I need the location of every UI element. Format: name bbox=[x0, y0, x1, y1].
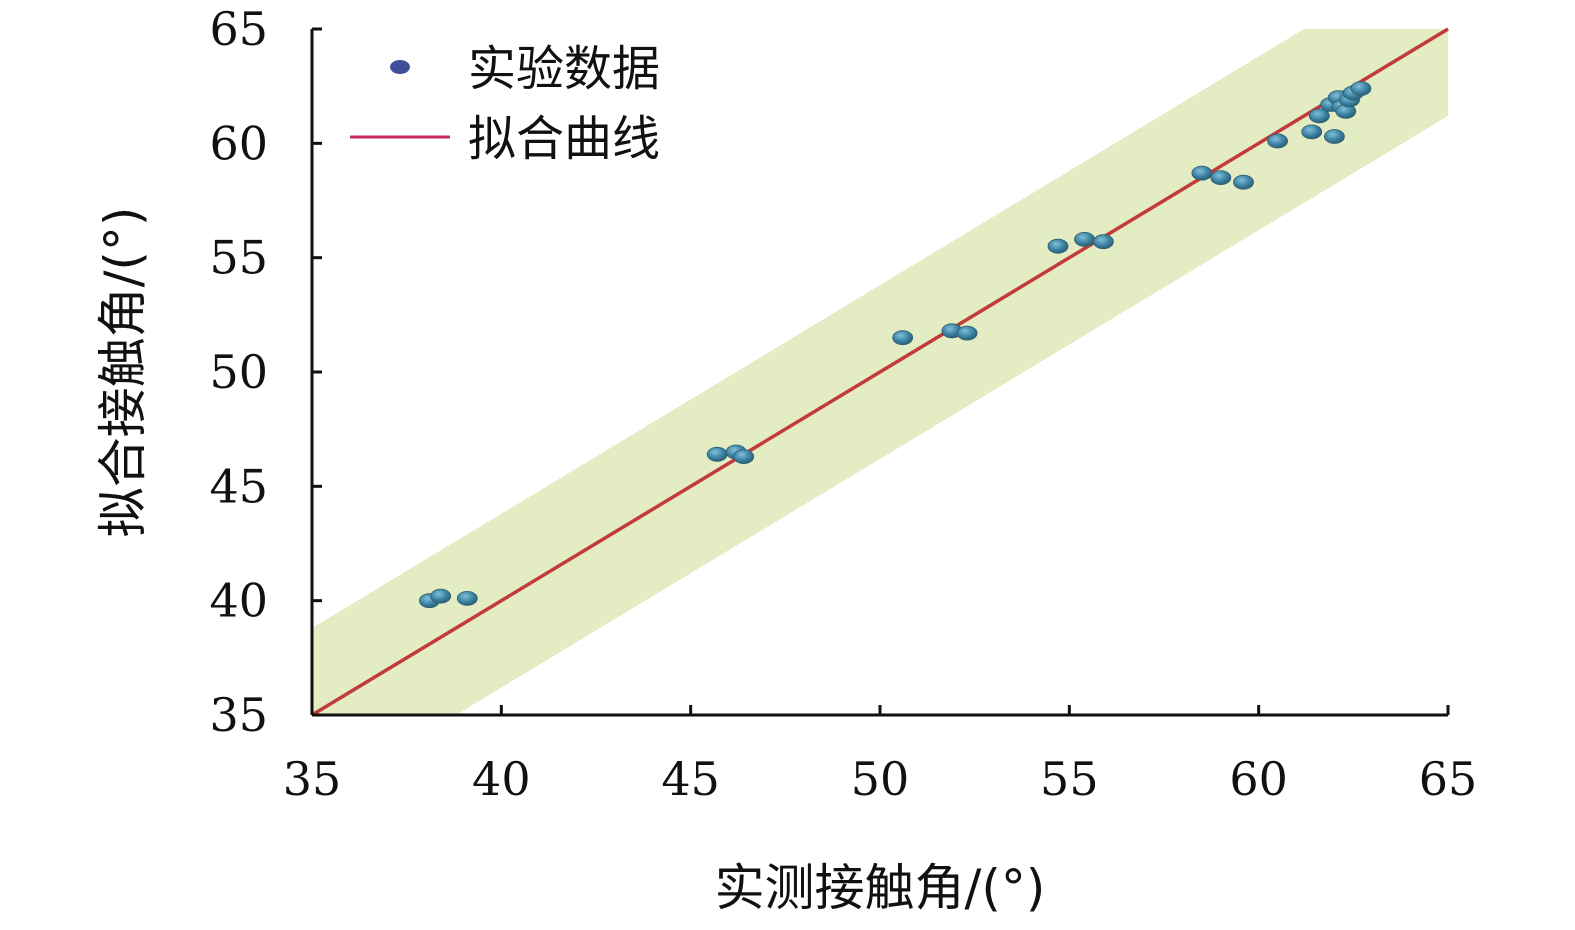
data-point bbox=[1074, 231, 1095, 247]
fit-line bbox=[311, 27, 1449, 717]
x-tick-label: 35 bbox=[283, 752, 342, 806]
data-point bbox=[1308, 108, 1330, 124]
data-point bbox=[1093, 234, 1114, 250]
y-tick-label: 40 bbox=[209, 574, 268, 628]
y-tick-label: 35 bbox=[209, 688, 268, 742]
x-tick-label: 45 bbox=[661, 752, 720, 806]
data-point bbox=[1210, 170, 1232, 186]
data-point bbox=[1324, 129, 1345, 144]
y-tick-label: 45 bbox=[209, 459, 268, 513]
y-tick-label: 60 bbox=[209, 116, 268, 170]
legend-label-data: 实验数据 bbox=[468, 41, 660, 97]
x-tick-label: 40 bbox=[472, 752, 531, 806]
legend-label-fit: 拟合曲线 bbox=[468, 111, 660, 167]
data-point bbox=[1047, 238, 1069, 254]
data-point bbox=[733, 449, 755, 465]
data-point bbox=[1267, 133, 1288, 149]
data-point bbox=[956, 325, 978, 341]
y-axis-title: 拟合接触角/(°) bbox=[94, 207, 152, 538]
x-axis-title: 实测接触角/(°) bbox=[715, 859, 1046, 917]
y-tick-label: 50 bbox=[209, 345, 268, 399]
data-point bbox=[430, 588, 452, 604]
x-tick-label: 50 bbox=[851, 752, 910, 806]
y-tick-label: 55 bbox=[209, 231, 268, 285]
legend: 实验数据 拟合曲线 bbox=[350, 41, 660, 167]
data-point bbox=[706, 446, 728, 462]
x-tick-label: 55 bbox=[1040, 752, 1099, 806]
data-points-layer bbox=[418, 81, 1372, 609]
data-point bbox=[1233, 174, 1254, 190]
fit-line-layer bbox=[311, 27, 1449, 717]
data-point bbox=[892, 330, 914, 346]
x-tick-label: 65 bbox=[1419, 752, 1478, 806]
x-tick-label: 60 bbox=[1229, 752, 1288, 806]
data-point bbox=[1191, 165, 1213, 181]
ticks: 35 40 45 50 55 60 65 35 40 45 50 55 60 65 bbox=[209, 2, 1477, 806]
y-tick-label: 65 bbox=[209, 2, 268, 56]
data-point bbox=[456, 591, 478, 606]
legend-marker-data bbox=[390, 60, 410, 74]
data-point bbox=[1350, 81, 1372, 96]
data-point bbox=[1301, 124, 1323, 140]
